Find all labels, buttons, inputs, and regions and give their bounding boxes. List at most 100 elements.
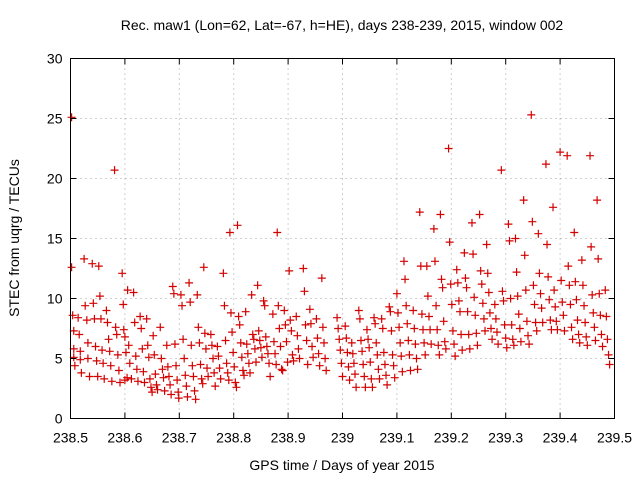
data-point (532, 326, 541, 335)
data-point (133, 377, 142, 386)
data-point (74, 313, 83, 322)
data-point (464, 330, 473, 339)
data-point (93, 372, 102, 381)
data-point (571, 277, 580, 286)
data-point (604, 350, 613, 359)
data-points (67, 110, 614, 404)
data-point (160, 386, 169, 395)
data-point (317, 274, 326, 283)
data-point (392, 289, 401, 298)
data-point (377, 314, 386, 323)
data-point (491, 314, 500, 323)
data-point (234, 312, 243, 321)
data-point (568, 335, 577, 344)
data-point (475, 210, 484, 219)
data-point (420, 338, 429, 347)
data-point (196, 360, 205, 369)
data-point (361, 383, 370, 392)
data-point (193, 290, 202, 299)
data-point (390, 373, 399, 382)
x-tick-label: 238.9 (271, 430, 306, 446)
data-point (321, 354, 330, 363)
data-point (145, 374, 154, 383)
data-point (75, 330, 84, 339)
data-point (210, 368, 219, 377)
data-point (244, 359, 253, 368)
data-point (522, 317, 531, 326)
data-point (421, 350, 430, 359)
data-point (114, 366, 123, 375)
data-point (163, 362, 172, 371)
data-point (188, 361, 197, 370)
data-point (152, 380, 161, 389)
data-point (378, 324, 387, 333)
data-point (226, 308, 235, 317)
data-point (318, 323, 327, 332)
data-point (587, 242, 596, 251)
data-point (231, 378, 240, 387)
data-point (598, 342, 607, 351)
data-point (530, 300, 539, 309)
data-point (501, 334, 510, 343)
data-point (194, 323, 203, 332)
data-point (336, 346, 345, 355)
data-point (399, 257, 408, 266)
data-point (402, 301, 411, 310)
data-point (348, 349, 357, 358)
data-point (100, 374, 109, 383)
data-point (191, 395, 200, 404)
data-point (502, 343, 511, 352)
data-point (85, 372, 94, 381)
data-point (119, 300, 128, 309)
data-point (313, 334, 322, 343)
data-point (200, 329, 209, 338)
data-point (367, 374, 376, 383)
data-point (389, 361, 398, 370)
data-point (603, 335, 612, 344)
data-point (351, 370, 360, 379)
data-point (308, 342, 317, 351)
data-point (209, 354, 218, 363)
data-point (299, 264, 308, 273)
data-point (300, 287, 309, 296)
data-point (220, 301, 229, 310)
data-point (232, 383, 241, 392)
y-axis-label: STEC from uqrg / TECUs (6, 159, 22, 317)
data-point (516, 337, 525, 346)
data-point (283, 358, 292, 367)
data-point (275, 324, 284, 333)
data-point (120, 376, 129, 385)
data-point (306, 319, 315, 328)
data-point (439, 317, 448, 326)
data-point (144, 353, 153, 362)
data-point (601, 286, 610, 295)
data-point (338, 372, 347, 381)
data-point (77, 368, 86, 377)
data-point (157, 354, 166, 363)
data-point (580, 301, 589, 310)
data-point (180, 354, 189, 363)
data-point (467, 218, 476, 227)
data-point (550, 286, 559, 295)
data-point (558, 298, 567, 307)
data-point (236, 338, 245, 347)
data-point (314, 349, 323, 358)
data-point (403, 319, 412, 328)
data-point (174, 394, 183, 403)
data-point (462, 283, 471, 292)
data-point (271, 349, 280, 358)
data-point (406, 366, 415, 375)
data-point (354, 306, 363, 315)
data-point (512, 268, 521, 277)
data-point (240, 371, 249, 380)
data-point (92, 356, 101, 365)
data-point (578, 281, 587, 290)
data-point (395, 323, 404, 332)
data-point (372, 338, 381, 347)
data-point (557, 276, 566, 285)
data-point (515, 324, 524, 333)
data-point (368, 383, 377, 392)
data-point (441, 344, 450, 353)
x-tick-label: 239 (331, 430, 355, 446)
data-point (204, 372, 213, 381)
